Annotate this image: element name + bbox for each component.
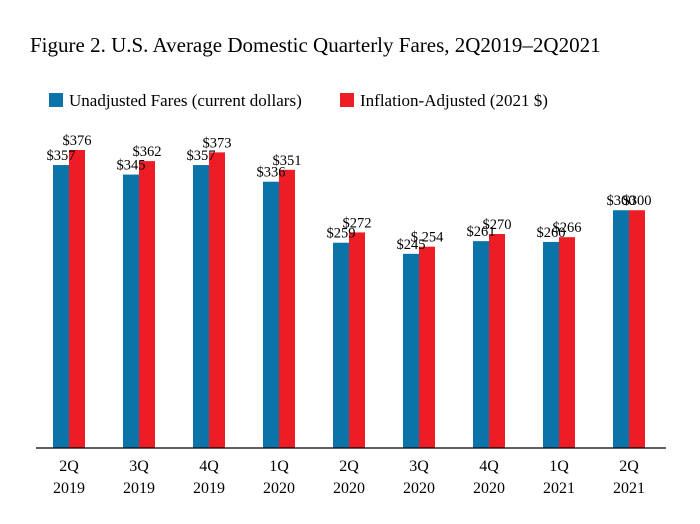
bar-inflation-adjusted-5 — [419, 246, 435, 448]
x-tick-label-6: 4Q 2020 — [473, 458, 505, 497]
x-tick-label-0: 2Q 2019 — [53, 458, 85, 497]
bar-inflation-adjusted-8 — [629, 210, 645, 448]
data-label-unadjusted-2: $357 — [187, 148, 216, 164]
value-labels-group: $357$376$345$362 $357$373$336$351$259$272… — [47, 133, 652, 253]
data-label-inflation-adjusted-2: $373 — [203, 135, 232, 151]
data-label-unadjusted-3: $336 — [257, 165, 286, 181]
data-label-inflation-adjusted-4: $272 — [343, 215, 372, 231]
data-label-unadjusted-6: $261 — [467, 224, 496, 240]
data-label-inflation-adjusted-5: $ 254 — [411, 230, 444, 246]
data-label-inflation-adjusted-3: $351 — [273, 153, 302, 169]
x-tick-label-7: 1Q 2021 — [543, 458, 575, 497]
x-tick-label-5: 3Q 2020 — [403, 458, 435, 497]
x-tick-label-4: 2Q 2020 — [333, 458, 365, 497]
x-tick-label-1: 3Q 2019 — [123, 458, 155, 497]
bar-unadjusted-7 — [543, 241, 559, 448]
data-label-inflation-adjusted-6: $270 — [483, 217, 512, 233]
x-tick-label-3: 1Q 2020 — [263, 458, 295, 497]
data-label-unadjusted-7: $260 — [537, 225, 566, 241]
data-label-inflation-adjusted-7: $266 — [553, 220, 582, 236]
data-label-unadjusted-0: $357 — [47, 148, 76, 164]
x-axis-ticks: 2Q 2019 3Q 2019 4Q 2019 1Q 2020 2Q 2020 3Q 2020 4Q 20… — [53, 458, 645, 497]
data-label-unadjusted-5: $245 — [397, 237, 426, 253]
data-label-inflation-adjusted-1: $362 — [133, 144, 162, 160]
bar-inflation-adjusted-4 — [349, 232, 365, 448]
chart-title: Figure 2. U.S. Average Domestic Quarterl… — [30, 33, 601, 57]
legend-swatch-unadjusted — [49, 93, 63, 107]
legend-swatch-inflation-adjusted — [340, 93, 354, 107]
data-label-unadjusted-4: $259 — [327, 226, 356, 242]
bar-unadjusted-6 — [473, 241, 489, 448]
bar-unadjusted-0 — [53, 165, 69, 448]
bar-unadjusted-4 — [333, 242, 349, 448]
data-label-unadjusted-8: $300 — [607, 193, 636, 209]
bar-unadjusted-8 — [613, 210, 629, 448]
bar-unadjusted-5 — [403, 253, 419, 448]
bar-unadjusted-2 — [193, 165, 209, 448]
legend-label-inflation-adjusted: Inflation-Adjusted (2021 $) — [360, 91, 548, 110]
data-label-unadjusted-1: $345 — [117, 158, 146, 174]
bar-inflation-adjusted-3 — [279, 169, 295, 448]
legend-label-unadjusted: Unadjusted Fares (current dollars) — [69, 91, 302, 110]
bar-unadjusted-3 — [263, 181, 279, 448]
bar-inflation-adjusted-6 — [489, 234, 505, 448]
data-label-inflation-adjusted-8: $300 — [623, 193, 652, 209]
x-tick-label-2: 4Q 2019 — [193, 458, 225, 497]
bar-unadjusted-1 — [123, 174, 139, 448]
bar-inflation-adjusted-0 — [69, 150, 85, 448]
legend: Unadjusted Fares (current dollars) Infla… — [49, 91, 548, 110]
x-tick-label-8: 2Q 2021 — [613, 458, 645, 497]
data-label-inflation-adjusted-0: $376 — [63, 133, 92, 149]
bar-inflation-adjusted-1 — [139, 161, 155, 448]
bars-group — [53, 150, 645, 448]
bar-inflation-adjusted-2 — [209, 152, 225, 448]
bar-inflation-adjusted-7 — [559, 237, 575, 448]
